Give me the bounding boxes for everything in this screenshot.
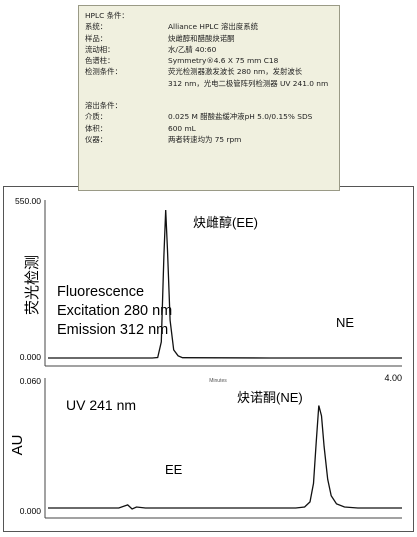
- annotation-text: Emission 312 nm: [57, 322, 168, 338]
- trace-line: [48, 405, 402, 510]
- uv-chart: 0.060 0.000 AU UV 241 nm EE 炔诺酮(NE): [9, 376, 402, 519]
- chart-frame: [3, 186, 414, 532]
- y-tick-label: 0.000: [20, 352, 42, 362]
- peak-label: 炔诺酮(NE): [237, 390, 303, 405]
- x-tick-label: 4.00: [384, 373, 402, 383]
- dissolution-header: 溶出条件：: [85, 101, 122, 111]
- annotation-text: Fluorescence: [57, 284, 144, 300]
- conditions-box: HPLC 条件： 系统： Alliance HPLC 溶出度系统 样品： 炔雌醇和醋…: [78, 5, 340, 191]
- condition-row: 样品： 炔雌醇和醋酸炔诺酮: [85, 33, 235, 43]
- dissolution-row: 仪器： 两者转速均为 75 rpm: [85, 134, 242, 144]
- peak-label: NE: [336, 315, 354, 330]
- y-tick-label: 0.060: [20, 376, 42, 386]
- condition-row: 系统： Alliance HPLC 溶出度系统: [85, 22, 258, 32]
- y-tick-label: 550.00: [15, 196, 41, 206]
- y-axis-label: AU: [9, 435, 26, 456]
- y-axis-label: 荧光检测: [24, 255, 41, 315]
- annotation-text: UV 241 nm: [66, 397, 136, 413]
- condition-row: 312 nm，光电二极管阵列检测器 UV 241.0 nm: [168, 78, 329, 88]
- x-axis-label: Minutes: [209, 378, 227, 384]
- peak-label: EE: [165, 462, 183, 477]
- fluorescence-chart: 550.00 0.000 荧光检测 Minutes 4.00 Fluoresce…: [15, 196, 402, 384]
- annotation-text: Excitation 280 nm: [57, 303, 172, 319]
- y-tick-label: 0.000: [20, 506, 42, 516]
- dissolution-row: 介质： 0.025 M 醋酸盐缓冲液pH 5.0/0.15% SDS: [85, 112, 313, 122]
- conditions-header: HPLC 条件：: [85, 11, 129, 20]
- dissolution-row: 体积： 600 mL: [85, 123, 196, 133]
- condition-row: 检测条件： 荧光检测器激发波长 280 nm，发射波长: [85, 67, 303, 77]
- condition-row: 流动相： 水/乙腈 40:60: [85, 44, 217, 54]
- peak-label: 炔雌醇(EE): [193, 215, 258, 230]
- condition-row: 色谱柱： Symmetry®4.6 X 75 mm C18: [85, 56, 279, 66]
- trace-line: [48, 209, 402, 359]
